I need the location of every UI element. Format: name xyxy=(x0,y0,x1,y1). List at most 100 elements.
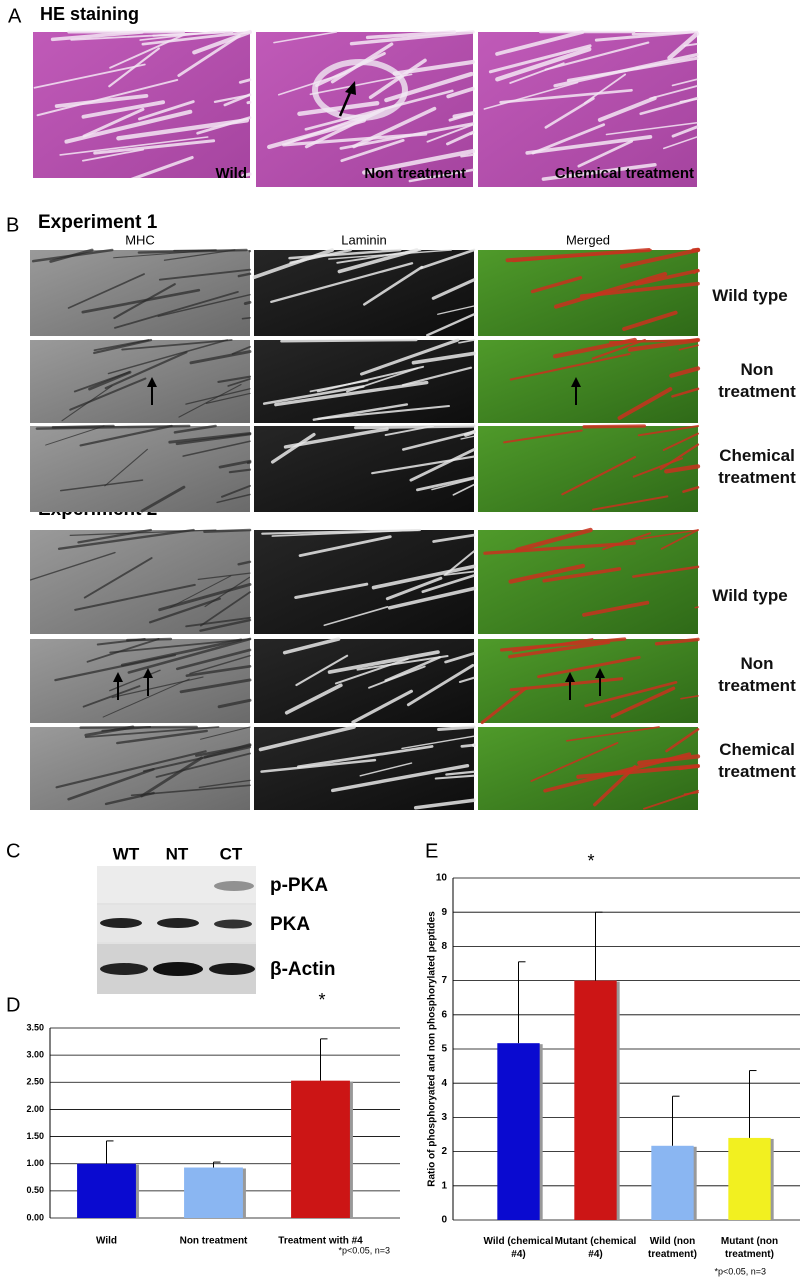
y-tick-label: 7 xyxy=(441,975,447,986)
tissue-fiber xyxy=(349,30,475,46)
tissue-fiber xyxy=(356,655,449,671)
tissue-fiber xyxy=(111,676,204,699)
row-label: Wild type xyxy=(712,286,788,305)
tissue-fiber xyxy=(258,725,356,752)
tissue-fiber xyxy=(252,248,335,280)
tissue-fiber xyxy=(331,764,470,793)
tissue-fiber xyxy=(237,272,252,278)
tissue-fiber xyxy=(597,96,657,122)
tissue-fiber xyxy=(82,685,141,708)
tissue-fiber xyxy=(271,529,419,537)
image-label: Wild xyxy=(215,165,247,182)
tissue-fiber xyxy=(483,81,579,110)
tissue-fiber xyxy=(82,107,145,138)
column-header: Laminin xyxy=(341,232,387,247)
tissue-fiber xyxy=(480,686,528,725)
tissue-fiber xyxy=(140,485,186,513)
tissue-fiber xyxy=(297,745,434,769)
tissue-fiber xyxy=(591,338,646,360)
tissue-fiber xyxy=(283,427,389,449)
tissue-fiber xyxy=(213,93,252,103)
tissue-fiber xyxy=(140,756,204,798)
y-tick-label: 1.50 xyxy=(26,1131,44,1141)
tissue-fiber xyxy=(185,665,252,678)
arrow-head xyxy=(113,672,123,682)
tissue-fiber xyxy=(295,654,349,687)
x-tick-label: Mutant (non treatment) xyxy=(720,1236,779,1260)
tissue-fiber xyxy=(437,305,475,315)
tissue-fiber xyxy=(241,317,251,320)
tissue-fiber xyxy=(592,495,669,511)
micrograph xyxy=(478,32,697,187)
tissue-fiber xyxy=(352,106,437,149)
arrow-head xyxy=(143,668,153,678)
arrow-head xyxy=(147,377,157,387)
footnote: *p<0.05, n=3 xyxy=(714,1266,766,1276)
tissue-fiber xyxy=(605,121,698,136)
tissue-fiber xyxy=(610,686,676,719)
tissue-fiber xyxy=(693,269,700,274)
tissue-fiber xyxy=(182,440,251,457)
tissue-fiber xyxy=(175,648,252,671)
arrow-head xyxy=(565,672,575,682)
bar xyxy=(651,1145,694,1220)
micrograph xyxy=(30,530,250,634)
y-tick-label: 10 xyxy=(436,873,448,884)
tissue-fiber xyxy=(541,163,657,181)
x-tick-label: Wild xyxy=(96,1236,117,1247)
tissue-fiber xyxy=(334,657,409,685)
tissue-fiber xyxy=(59,479,144,492)
tissue-fiber xyxy=(671,125,699,138)
tissue-fiber xyxy=(33,63,146,89)
tissue-fiber xyxy=(79,424,173,447)
tissue-fiber xyxy=(36,78,179,117)
micrograph xyxy=(254,530,474,634)
y-tick-label: 0 xyxy=(441,1215,447,1226)
tissue-fiber xyxy=(204,576,251,608)
tissue-fiber xyxy=(280,338,418,343)
micrograph xyxy=(478,250,698,336)
footnote: *p<0.05, n=3 xyxy=(338,1245,390,1255)
tissue-fiber xyxy=(671,387,700,398)
tissue-fiber xyxy=(401,366,473,387)
tissue-fiber xyxy=(437,725,476,731)
tissue-fiber xyxy=(139,31,215,41)
tissue-fiber xyxy=(623,529,699,543)
y-tick-label: 1 xyxy=(441,1180,447,1191)
tissue-fiber xyxy=(67,768,155,801)
tissue-fiber xyxy=(54,653,177,682)
tissue-fiber xyxy=(460,435,475,440)
blot-row-label: β-Actin xyxy=(270,959,335,980)
tissue-fiber xyxy=(81,288,201,314)
bar xyxy=(497,1043,540,1220)
tissue-fiber xyxy=(406,663,475,707)
tissue-fiber xyxy=(130,784,251,797)
tissue-fiber xyxy=(309,379,369,393)
significance-mark: * xyxy=(587,851,594,871)
tissue-fiber xyxy=(29,551,116,581)
blot-band xyxy=(100,963,148,975)
tissue-fiber xyxy=(177,34,241,77)
tissue-fiber xyxy=(192,29,253,55)
tissue-fiber xyxy=(508,640,611,659)
tissue-fiber xyxy=(157,293,251,318)
y-tick-label: 8 xyxy=(441,941,447,952)
tissue-fiber xyxy=(198,779,251,789)
y-tick-label: 0.50 xyxy=(26,1185,44,1195)
significance-mark: * xyxy=(318,990,325,1010)
y-tick-label: 0.00 xyxy=(26,1212,44,1222)
tissue-fiber xyxy=(694,606,699,609)
tissue-fiber xyxy=(593,765,637,807)
row-label: Non treatment xyxy=(718,360,796,401)
tissue-fiber xyxy=(294,582,369,599)
tissue-fiber xyxy=(577,139,634,168)
tissue-fiber xyxy=(336,249,422,264)
tissue-fiber xyxy=(515,527,593,553)
tissue-fiber xyxy=(362,265,424,306)
tissue-fiber xyxy=(632,565,700,578)
tissue-fiber xyxy=(362,149,476,175)
tissue-fiber xyxy=(155,752,251,778)
tissue-fiber xyxy=(199,618,252,632)
tissue-fiber xyxy=(197,572,251,580)
